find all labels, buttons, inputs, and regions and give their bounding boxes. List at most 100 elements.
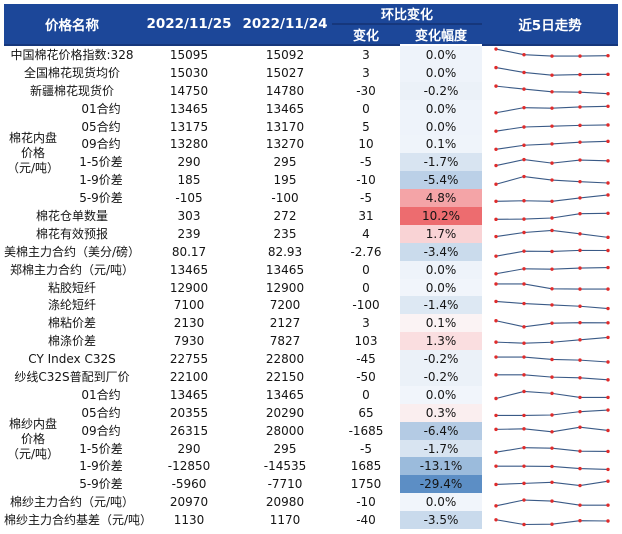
- change-value: -2.76: [332, 242, 400, 261]
- change-value: 3: [332, 45, 400, 64]
- sparkline-chart: [494, 212, 610, 222]
- sparkline-chart: [494, 445, 610, 454]
- table-row: 棉花仓单数量 303 272 31 10.2%: [4, 207, 619, 225]
- trend-cell: [482, 403, 619, 422]
- value-2022-11-24: 22150: [238, 368, 332, 386]
- row-name: 新疆棉花现货价: [4, 81, 140, 100]
- sparkline-dot: [522, 464, 526, 468]
- sparkline-dot: [522, 522, 526, 526]
- table-row: 新疆棉花现货价 14750 14780 -30 -0.2%: [4, 81, 619, 100]
- header-change-pct: 变化幅度: [400, 24, 483, 46]
- trend-cell: [482, 296, 619, 315]
- sparkline-dot: [578, 90, 582, 95]
- change-pct-value: 0.0%: [400, 278, 483, 297]
- value-2022-11-25: 290: [140, 153, 238, 172]
- sparkline-dot: [522, 282, 526, 286]
- sparkline-dot: [578, 466, 582, 471]
- value-2022-11-24: 13270: [238, 135, 332, 154]
- sparkline-dot: [606, 467, 610, 472]
- change-pct-value: 0.0%: [400, 63, 483, 82]
- sparkline-dot: [494, 129, 498, 133]
- sparkline-dot: [494, 413, 498, 418]
- value-2022-11-24: 13465: [238, 385, 332, 404]
- sparkline-dot: [494, 163, 498, 168]
- sparkline-dot: [550, 249, 554, 254]
- sparkline-chart: [494, 47, 610, 59]
- value-2022-11-24: -100: [238, 189, 332, 208]
- sparkline-dot: [494, 354, 498, 359]
- value-2022-11-24: -7710: [238, 475, 332, 494]
- sparkline-dot: [522, 354, 526, 359]
- header-mom-change-group: 环比变化: [332, 4, 483, 25]
- sparkline-dot: [578, 248, 582, 253]
- header-5day-trend: 近5日走势: [482, 4, 619, 46]
- sparkline-chart: [494, 282, 610, 291]
- sparkline-dot: [606, 396, 610, 400]
- change-pct-value: -3.4%: [400, 242, 483, 261]
- sparkline-dot: [550, 161, 554, 165]
- row-name: 5-9价差: [62, 189, 140, 208]
- sparkline-dot: [606, 378, 610, 382]
- sparkline-dot: [494, 182, 498, 186]
- trend-cell: [482, 278, 619, 297]
- sparkline-dot: [522, 157, 526, 162]
- sparkline-dot: [494, 427, 498, 432]
- sparkline-dot: [550, 464, 554, 469]
- change-value: 0: [332, 278, 400, 297]
- group-label: 棉纱内盘 价格 （元/吨）: [4, 385, 62, 494]
- value-2022-11-24: 12900: [238, 278, 332, 297]
- sparkline-dot: [606, 306, 610, 311]
- sparkline-dot: [522, 445, 526, 450]
- sparkline-dot: [550, 199, 554, 203]
- sparkline-dot: [606, 72, 610, 77]
- sparkline-dot: [606, 180, 610, 185]
- sparkline-dot: [522, 71, 526, 75]
- sparkline-dot: [606, 212, 610, 216]
- sparkline-dot: [578, 158, 582, 162]
- sparkline-dot: [606, 479, 610, 483]
- change-value: -1685: [332, 421, 400, 440]
- value-2022-11-24: 13465: [238, 260, 332, 279]
- cotton-price-table: 价格名称 2022/11/25 2022/11/24 环比变化 近5日走势 变化…: [4, 4, 619, 530]
- value-2022-11-25: 12900: [140, 278, 238, 297]
- sparkline-dot: [494, 235, 498, 239]
- row-name: 5-9价差: [62, 475, 140, 494]
- change-pct-value: -0.2%: [400, 81, 483, 100]
- change-pct-value: 0.0%: [400, 493, 483, 512]
- row-name: 09合约: [62, 421, 140, 440]
- sparkline-dot: [578, 73, 582, 77]
- sparkline-dot: [494, 464, 498, 468]
- value-2022-11-25: 185: [140, 171, 238, 190]
- value-2022-11-25: 1130: [140, 511, 238, 530]
- sparkline-dot: [578, 337, 582, 342]
- sparkline-dot: [494, 272, 498, 276]
- value-2022-11-25: 20355: [140, 403, 238, 422]
- change-value: 1685: [332, 457, 400, 476]
- sparkline-dot: [578, 266, 582, 270]
- sparkline-dot: [550, 287, 554, 291]
- change-pct-value: -1.7%: [400, 153, 483, 172]
- trend-cell: [482, 475, 619, 494]
- row-name: 棉纱主力合约（元/吨）: [4, 493, 140, 512]
- sparkline-dot: [522, 427, 526, 431]
- sparkline-dot: [606, 449, 610, 454]
- change-pct-value: 0.1%: [400, 135, 483, 154]
- sparkline-dot: [494, 111, 498, 115]
- trend-cell: [482, 99, 619, 118]
- row-name: 01合约: [62, 99, 140, 118]
- change-pct-value: 0.0%: [400, 260, 483, 279]
- value-2022-11-25: -5960: [140, 475, 238, 494]
- value-2022-11-25: 22100: [140, 368, 238, 386]
- sparkline-dot: [578, 396, 582, 400]
- sparkline-dot: [578, 449, 582, 453]
- change-pct-value: -0.2%: [400, 368, 483, 386]
- sparkline-dot: [578, 320, 582, 325]
- row-name: 中国棉花价格指数:328: [4, 45, 140, 64]
- row-name: 05合约: [62, 117, 140, 136]
- row-name: CY Index C32S: [4, 350, 140, 369]
- sparkline-dot: [494, 503, 498, 508]
- trend-cell: [482, 385, 619, 404]
- sparkline-dot: [522, 341, 526, 345]
- row-name: 棉花仓单数量: [4, 207, 140, 225]
- sparkline-dot: [494, 450, 498, 454]
